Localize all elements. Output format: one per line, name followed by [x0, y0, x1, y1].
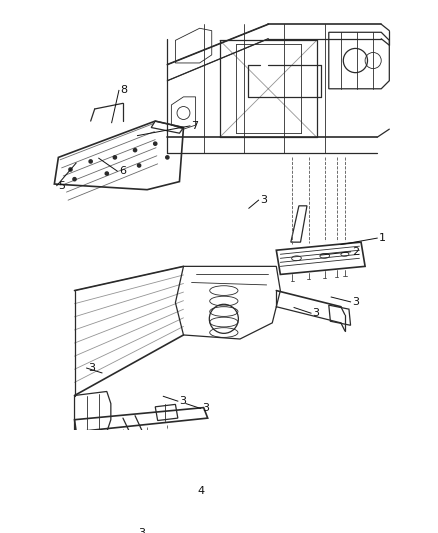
- Text: 4: 4: [197, 486, 205, 496]
- Circle shape: [154, 515, 157, 518]
- Circle shape: [154, 142, 157, 146]
- Circle shape: [73, 177, 76, 181]
- Text: 3: 3: [138, 528, 145, 533]
- Text: 3: 3: [88, 363, 95, 373]
- Text: 3: 3: [180, 396, 187, 406]
- Circle shape: [89, 521, 92, 524]
- Circle shape: [186, 512, 189, 515]
- Circle shape: [121, 518, 124, 521]
- Circle shape: [134, 149, 137, 152]
- Text: 8: 8: [120, 85, 127, 95]
- Circle shape: [69, 168, 72, 171]
- Text: 2: 2: [352, 247, 359, 257]
- Circle shape: [166, 156, 169, 159]
- Text: 5: 5: [58, 181, 65, 191]
- Text: 6: 6: [119, 166, 126, 176]
- Text: 3: 3: [313, 308, 320, 318]
- Text: 7: 7: [191, 121, 199, 131]
- Circle shape: [138, 164, 141, 167]
- Text: 3: 3: [260, 195, 267, 205]
- Text: 3: 3: [352, 297, 359, 307]
- Text: 1: 1: [379, 233, 386, 243]
- Circle shape: [89, 160, 92, 163]
- Circle shape: [65, 524, 68, 528]
- Circle shape: [105, 172, 109, 175]
- Circle shape: [113, 156, 117, 159]
- Text: 3: 3: [202, 403, 209, 414]
